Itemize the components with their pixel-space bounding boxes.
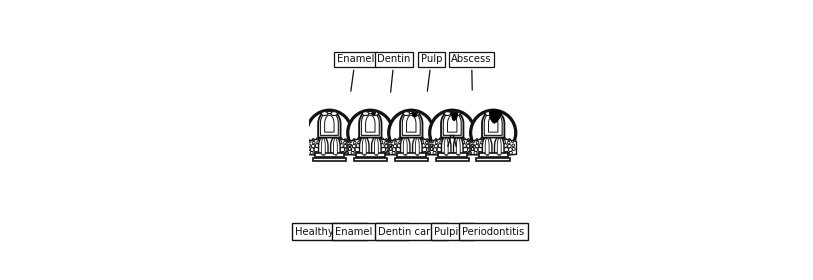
Polygon shape [451,112,459,121]
Polygon shape [411,112,418,117]
Polygon shape [359,137,369,156]
Ellipse shape [363,112,369,116]
Polygon shape [321,138,325,154]
Circle shape [308,111,351,154]
Polygon shape [333,137,353,156]
Polygon shape [489,115,498,132]
Ellipse shape [485,112,492,116]
Polygon shape [359,110,381,137]
Polygon shape [403,138,407,154]
Circle shape [349,111,392,154]
Polygon shape [363,138,366,154]
FancyBboxPatch shape [313,158,346,161]
Ellipse shape [444,112,450,116]
FancyBboxPatch shape [356,153,385,157]
Polygon shape [415,138,420,154]
Polygon shape [347,137,367,156]
Ellipse shape [413,112,420,116]
Polygon shape [306,137,325,156]
Polygon shape [441,137,451,156]
Polygon shape [406,115,416,132]
Polygon shape [333,138,337,154]
Polygon shape [497,137,516,156]
Polygon shape [366,115,375,132]
Polygon shape [412,137,422,156]
Polygon shape [375,138,378,154]
Polygon shape [402,111,420,135]
Ellipse shape [372,112,378,116]
FancyBboxPatch shape [476,158,510,161]
Ellipse shape [494,112,501,116]
Ellipse shape [331,112,337,116]
Polygon shape [489,112,501,123]
Polygon shape [324,115,334,132]
Polygon shape [415,137,435,156]
Ellipse shape [489,110,501,116]
Circle shape [307,110,352,155]
Polygon shape [388,137,407,156]
Polygon shape [320,111,338,135]
Polygon shape [318,110,341,137]
Polygon shape [319,137,328,156]
Polygon shape [454,137,463,156]
Text: Periodontitis: Periodontitis [462,227,524,237]
Polygon shape [498,138,501,154]
FancyBboxPatch shape [354,158,387,161]
Polygon shape [482,110,504,137]
Polygon shape [443,111,461,135]
Circle shape [431,111,474,154]
Circle shape [471,110,515,155]
Polygon shape [429,137,448,156]
Polygon shape [401,137,410,156]
Circle shape [389,111,433,154]
Text: Enamel: Enamel [337,55,374,91]
FancyBboxPatch shape [397,153,426,157]
Circle shape [472,111,515,154]
Polygon shape [485,111,502,135]
Text: Dentin: Dentin [377,55,411,92]
Text: Abscess: Abscess [451,55,492,90]
Text: Pulp: Pulp [420,55,442,91]
Ellipse shape [403,112,410,116]
FancyBboxPatch shape [436,158,469,161]
FancyBboxPatch shape [437,153,467,157]
Polygon shape [456,138,460,154]
Text: Pulpitis: Pulpitis [434,227,471,237]
Polygon shape [372,112,376,115]
Polygon shape [444,138,448,154]
Polygon shape [441,110,463,137]
Polygon shape [331,137,340,156]
Text: Dentin caries: Dentin caries [378,227,445,237]
Circle shape [429,110,475,155]
Ellipse shape [321,112,328,116]
FancyBboxPatch shape [479,153,508,157]
Polygon shape [372,137,381,156]
Ellipse shape [454,112,460,116]
Polygon shape [447,115,457,132]
Polygon shape [482,137,492,156]
Text: Enamel caries: Enamel caries [335,227,406,237]
FancyBboxPatch shape [394,158,428,161]
Polygon shape [485,138,489,154]
Polygon shape [400,110,423,137]
Text: Healthy tooth: Healthy tooth [295,227,363,237]
Polygon shape [361,111,380,135]
Polygon shape [456,137,476,156]
Polygon shape [374,137,393,156]
FancyBboxPatch shape [315,153,344,157]
Polygon shape [494,137,504,156]
Polygon shape [470,137,489,156]
Circle shape [389,110,434,155]
Circle shape [348,110,393,155]
